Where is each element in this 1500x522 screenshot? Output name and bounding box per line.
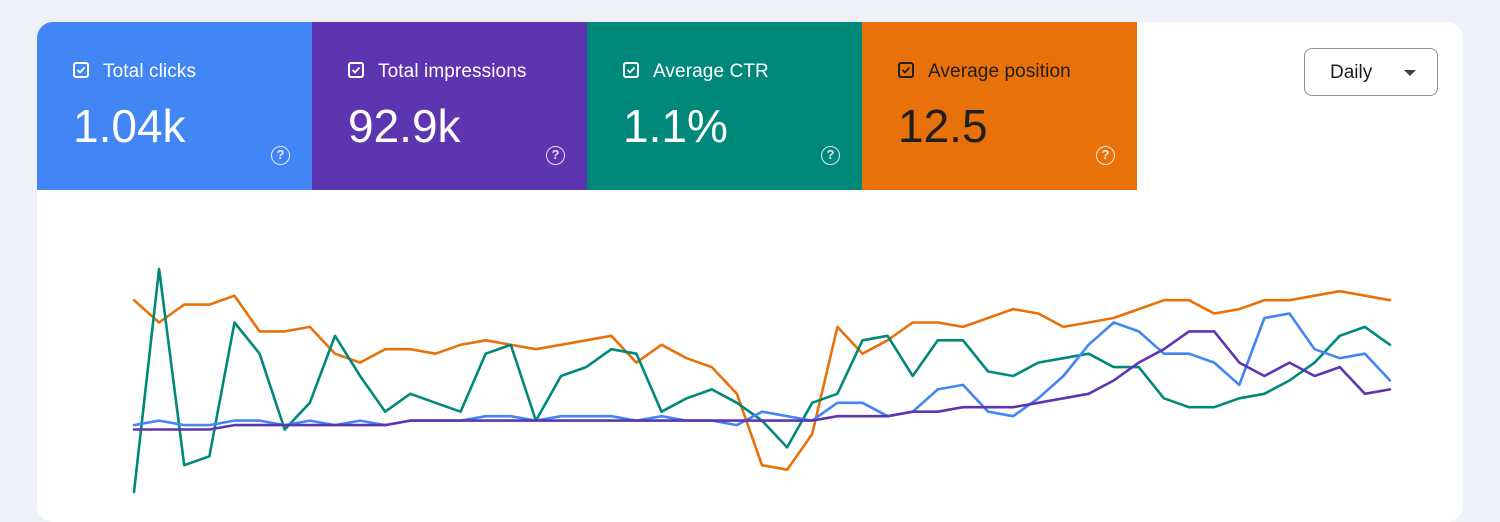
granularity-dropdown[interactable]: Daily <box>1304 48 1438 96</box>
metric-total-clicks[interactable]: Total clicks 1.04k ? <box>37 22 312 190</box>
series-line-1 <box>132 267 1392 494</box>
metric-tiles: Total clicks 1.04k ? Total impressions 9… <box>37 22 1137 190</box>
metric-label: Total clicks <box>103 61 197 82</box>
checkbox-checked-icon[interactable] <box>73 62 89 78</box>
series-line-2 <box>132 312 1392 427</box>
performance-chart <box>132 267 1392 494</box>
metric-label: Total impressions <box>378 61 527 82</box>
help-icon[interactable]: ? <box>1096 146 1115 165</box>
series-line-3 <box>132 330 1392 431</box>
metric-average-position[interactable]: Average position 12.5 ? <box>862 22 1137 190</box>
metric-value: 1.1% <box>623 100 728 152</box>
metric-value: 12.5 <box>898 100 988 152</box>
series-line-0 <box>132 289 1392 472</box>
granularity-selected: Daily <box>1330 62 1373 83</box>
checkbox-checked-icon[interactable] <box>898 62 914 78</box>
metric-value: 1.04k <box>73 100 186 152</box>
caret-down-icon <box>1404 70 1416 76</box>
help-icon[interactable]: ? <box>546 146 565 165</box>
performance-card: Total clicks 1.04k ? Total impressions 9… <box>37 22 1463 522</box>
metric-total-impressions[interactable]: Total impressions 92.9k ? <box>312 22 587 190</box>
metric-label: Average position <box>928 61 1071 82</box>
metric-value: 92.9k <box>348 100 461 152</box>
checkbox-checked-icon[interactable] <box>348 62 364 78</box>
checkbox-checked-icon[interactable] <box>623 62 639 78</box>
metric-average-ctr[interactable]: Average CTR 1.1% ? <box>587 22 862 190</box>
help-icon[interactable]: ? <box>821 146 840 165</box>
metric-label: Average CTR <box>653 61 769 82</box>
help-icon[interactable]: ? <box>271 146 290 165</box>
